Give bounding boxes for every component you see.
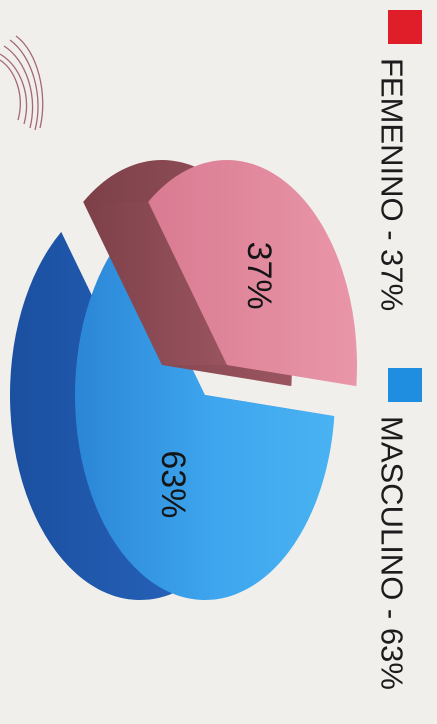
legend-swatch-femenino [388,10,422,44]
legend-label-masculino: MASCULINO - 63% [375,416,410,690]
decorative-swirl [0,35,44,131]
slice-masculino [74,231,335,601]
legend-label-femenino: FEMENINO - 37% [375,58,410,311]
slice-edge-femenino [83,201,227,365]
slice-label-masculino: 63% [154,450,192,518]
slice-femenino [148,160,357,387]
slice-label-femenino: 37% [240,242,278,310]
legend-swatch-masculino [388,368,422,402]
pie-slices [9,160,357,601]
slice-labels: 63% 37% [154,242,278,519]
legend: FEMENINO - 37% MASCULINO - 63% [375,10,422,690]
